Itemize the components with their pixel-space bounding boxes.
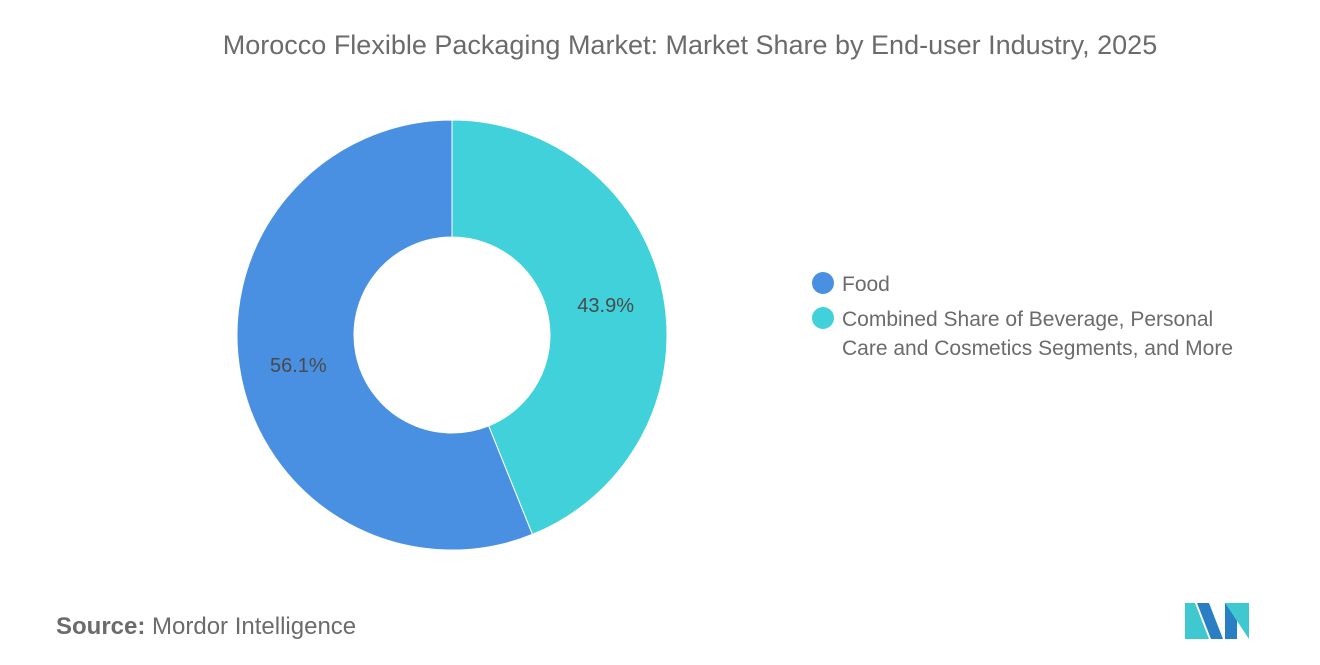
mordor-logo-icon xyxy=(1185,603,1249,639)
legend-swatch-food xyxy=(812,272,834,294)
legend: Food Combined Share of Beverage, Persona… xyxy=(812,270,1282,369)
source-value: Mordor Intelligence xyxy=(152,613,357,640)
source-label: Source: xyxy=(56,613,146,640)
legend-item-food[interactable]: Food xyxy=(812,270,1282,299)
source-note: Source: Mordor Intelligence xyxy=(56,613,356,641)
legend-label: Combined Share of Beverage, Personal Car… xyxy=(842,308,1234,360)
slice-0[interactable] xyxy=(451,119,668,536)
legend-label: Food xyxy=(842,273,890,296)
legend-swatch-combined xyxy=(812,307,834,329)
data-label: 43.9% xyxy=(577,295,634,317)
chart-title: Morocco Flexible Packaging Market: Marke… xyxy=(222,30,1158,60)
data-label: 56.1% xyxy=(270,355,327,377)
slice-1[interactable] xyxy=(236,119,534,551)
legend-item-combined[interactable]: Combined Share of Beverage, Personal Car… xyxy=(812,305,1282,363)
